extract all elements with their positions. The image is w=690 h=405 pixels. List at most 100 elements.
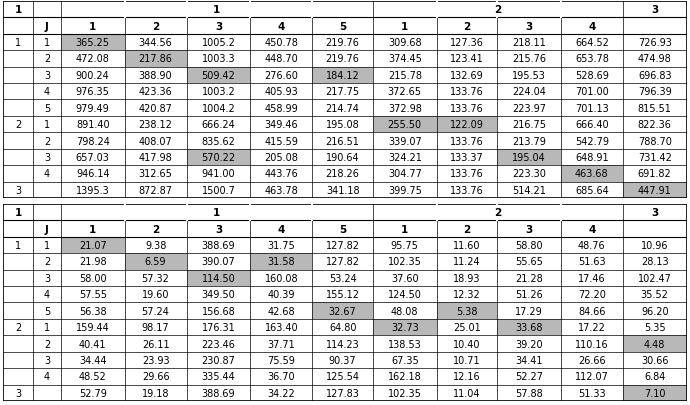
Bar xyxy=(373,117,437,133)
Text: 798.24: 798.24 xyxy=(76,136,110,146)
Text: 653.78: 653.78 xyxy=(575,54,609,64)
Text: 372.65: 372.65 xyxy=(388,87,422,97)
Text: 372.98: 372.98 xyxy=(388,103,422,113)
Text: 230.87: 230.87 xyxy=(201,355,235,365)
Text: 349.46: 349.46 xyxy=(264,120,298,130)
Text: 4: 4 xyxy=(44,371,50,382)
Text: 176.31: 176.31 xyxy=(201,322,235,332)
Text: 3: 3 xyxy=(44,71,50,81)
Text: 788.70: 788.70 xyxy=(638,136,671,146)
Text: 195.53: 195.53 xyxy=(512,71,546,81)
Bar xyxy=(373,319,437,335)
Text: 51.26: 51.26 xyxy=(515,290,543,300)
Text: 1: 1 xyxy=(89,224,97,234)
Text: 205.08: 205.08 xyxy=(264,153,298,162)
Text: 30.66: 30.66 xyxy=(641,355,669,365)
Text: 2: 2 xyxy=(43,136,50,146)
Text: 138.53: 138.53 xyxy=(388,339,422,349)
Text: 388.90: 388.90 xyxy=(139,71,172,81)
Bar xyxy=(623,182,687,198)
Text: 2: 2 xyxy=(15,120,21,130)
Text: 26.66: 26.66 xyxy=(578,355,606,365)
Text: 219.76: 219.76 xyxy=(326,54,359,64)
Text: 835.62: 835.62 xyxy=(201,136,235,146)
Text: 163.40: 163.40 xyxy=(264,322,298,332)
Text: 102.35: 102.35 xyxy=(388,257,422,267)
Text: 570.22: 570.22 xyxy=(201,153,235,162)
Text: 312.65: 312.65 xyxy=(139,169,172,179)
Text: 472.08: 472.08 xyxy=(76,54,110,64)
Text: 19.18: 19.18 xyxy=(142,388,169,398)
Text: 2: 2 xyxy=(15,322,21,332)
Text: 10.96: 10.96 xyxy=(641,241,669,250)
Text: 3: 3 xyxy=(651,5,658,15)
Text: 4: 4 xyxy=(277,224,285,234)
Text: 3: 3 xyxy=(215,224,222,234)
Text: 216.75: 216.75 xyxy=(512,120,546,130)
Text: 35.52: 35.52 xyxy=(641,290,669,300)
Text: 4: 4 xyxy=(277,21,285,32)
Text: 1: 1 xyxy=(14,5,22,15)
Text: 127.83: 127.83 xyxy=(326,388,359,398)
Text: 3: 3 xyxy=(15,388,21,398)
Text: 1003.3: 1003.3 xyxy=(201,54,235,64)
Text: 72.20: 72.20 xyxy=(578,290,606,300)
Text: 52.79: 52.79 xyxy=(79,388,107,398)
Text: 3: 3 xyxy=(215,21,222,32)
Bar xyxy=(623,385,687,401)
Bar xyxy=(313,68,373,84)
Bar xyxy=(497,149,561,166)
Text: 1: 1 xyxy=(89,21,97,32)
Text: 1: 1 xyxy=(213,208,221,218)
Text: 31.75: 31.75 xyxy=(268,241,295,250)
Text: 133.76: 133.76 xyxy=(450,185,484,195)
Text: 58.80: 58.80 xyxy=(515,241,543,250)
Text: 102.35: 102.35 xyxy=(388,388,422,398)
Text: 399.75: 399.75 xyxy=(388,185,422,195)
Text: 2: 2 xyxy=(152,21,159,32)
Text: 52.27: 52.27 xyxy=(515,371,543,382)
Text: 304.77: 304.77 xyxy=(388,169,422,179)
Text: 2: 2 xyxy=(463,224,471,234)
Text: 3: 3 xyxy=(525,224,533,234)
Text: 219.76: 219.76 xyxy=(326,38,359,48)
Text: 238.12: 238.12 xyxy=(139,120,172,130)
Text: 1: 1 xyxy=(401,21,408,32)
Text: 37.71: 37.71 xyxy=(268,339,295,349)
Text: 3: 3 xyxy=(15,185,21,195)
Text: 67.35: 67.35 xyxy=(391,355,419,365)
Text: 4: 4 xyxy=(588,21,595,32)
Bar xyxy=(186,270,250,286)
Text: 127.82: 127.82 xyxy=(326,257,359,267)
Text: 21.28: 21.28 xyxy=(515,273,543,283)
Text: 3: 3 xyxy=(44,153,50,162)
Bar xyxy=(561,166,623,182)
Text: 822.36: 822.36 xyxy=(638,120,671,130)
Text: 3: 3 xyxy=(44,355,50,365)
Text: 1: 1 xyxy=(401,224,408,234)
Text: 48.08: 48.08 xyxy=(391,306,419,316)
Text: 160.08: 160.08 xyxy=(264,273,298,283)
Text: 184.12: 184.12 xyxy=(326,71,359,81)
Text: 56.38: 56.38 xyxy=(79,306,106,316)
Text: 447.91: 447.91 xyxy=(638,185,671,195)
Text: 335.44: 335.44 xyxy=(201,371,235,382)
Text: 214.74: 214.74 xyxy=(326,103,359,113)
Text: 84.66: 84.66 xyxy=(578,306,606,316)
Bar xyxy=(623,335,687,352)
Bar xyxy=(124,254,186,270)
Text: 132.69: 132.69 xyxy=(450,71,484,81)
Text: 32.67: 32.67 xyxy=(329,306,357,316)
Text: 12.32: 12.32 xyxy=(453,290,481,300)
Text: 114.23: 114.23 xyxy=(326,339,359,349)
Text: 2: 2 xyxy=(152,224,159,234)
Text: 53.24: 53.24 xyxy=(329,273,357,283)
Text: 1003.2: 1003.2 xyxy=(201,87,235,97)
Text: 528.69: 528.69 xyxy=(575,71,609,81)
Text: 417.98: 417.98 xyxy=(139,153,172,162)
Text: 125.54: 125.54 xyxy=(326,371,359,382)
Text: 57.32: 57.32 xyxy=(141,273,170,283)
Text: 17.46: 17.46 xyxy=(578,273,606,283)
Text: 3: 3 xyxy=(525,21,533,32)
Text: 4: 4 xyxy=(44,169,50,179)
